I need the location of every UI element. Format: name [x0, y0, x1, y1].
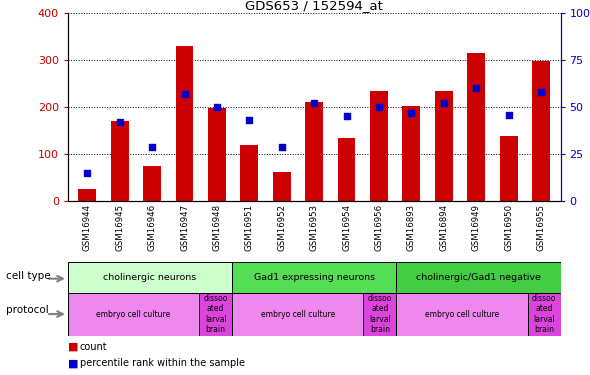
Bar — [232, 262, 396, 292]
Bar — [363, 292, 396, 336]
Text: dissoo
ated
larval
brain: dissoo ated larval brain — [204, 294, 228, 334]
Bar — [208, 108, 226, 201]
Bar — [396, 262, 560, 292]
Point — [471, 85, 481, 91]
Text: cell type: cell type — [6, 271, 51, 280]
Text: cholinergic/Gad1 negative: cholinergic/Gad1 negative — [416, 273, 541, 282]
Title: GDS653 / 152594_at: GDS653 / 152594_at — [245, 0, 383, 12]
Text: Gad1 expressing neurons: Gad1 expressing neurons — [254, 273, 375, 282]
Point — [277, 144, 287, 150]
Text: ■: ■ — [68, 358, 78, 368]
Bar — [176, 46, 194, 201]
Point — [439, 100, 448, 106]
Bar — [68, 292, 199, 336]
Text: protocol: protocol — [6, 305, 48, 315]
Text: cholinergic neurons: cholinergic neurons — [103, 273, 196, 282]
Point — [115, 119, 124, 125]
Bar — [402, 106, 420, 201]
Bar — [396, 292, 527, 336]
Point — [148, 144, 157, 150]
Text: dissoo
ated
larval
brain: dissoo ated larval brain — [532, 294, 556, 334]
Bar — [111, 121, 129, 201]
Text: dissoo
ated
larval
brain: dissoo ated larval brain — [368, 294, 392, 334]
Point — [180, 91, 189, 97]
Bar — [527, 292, 560, 336]
Text: embryo cell culture: embryo cell culture — [425, 310, 499, 319]
Bar — [68, 262, 232, 292]
Bar — [467, 53, 485, 201]
Text: percentile rank within the sample: percentile rank within the sample — [80, 358, 245, 368]
Bar — [241, 145, 258, 201]
Point — [83, 170, 92, 176]
Bar — [143, 166, 161, 201]
Point — [536, 89, 546, 95]
Bar — [500, 136, 517, 201]
Bar — [199, 292, 232, 336]
Point — [245, 117, 254, 123]
Text: count: count — [80, 342, 107, 352]
Point — [374, 104, 384, 110]
Text: embryo cell culture: embryo cell culture — [96, 310, 171, 319]
Bar — [435, 91, 453, 201]
Point — [309, 100, 319, 106]
Text: embryo cell culture: embryo cell culture — [261, 310, 335, 319]
Bar — [78, 189, 96, 201]
Bar — [273, 172, 291, 201]
Point — [342, 114, 351, 120]
Text: ■: ■ — [68, 342, 78, 352]
Point — [212, 104, 222, 110]
Point — [504, 112, 513, 118]
Bar — [337, 138, 356, 201]
Bar — [370, 91, 388, 201]
Bar — [305, 102, 323, 201]
Point — [407, 110, 416, 116]
Bar — [532, 61, 550, 201]
Bar — [232, 292, 363, 336]
